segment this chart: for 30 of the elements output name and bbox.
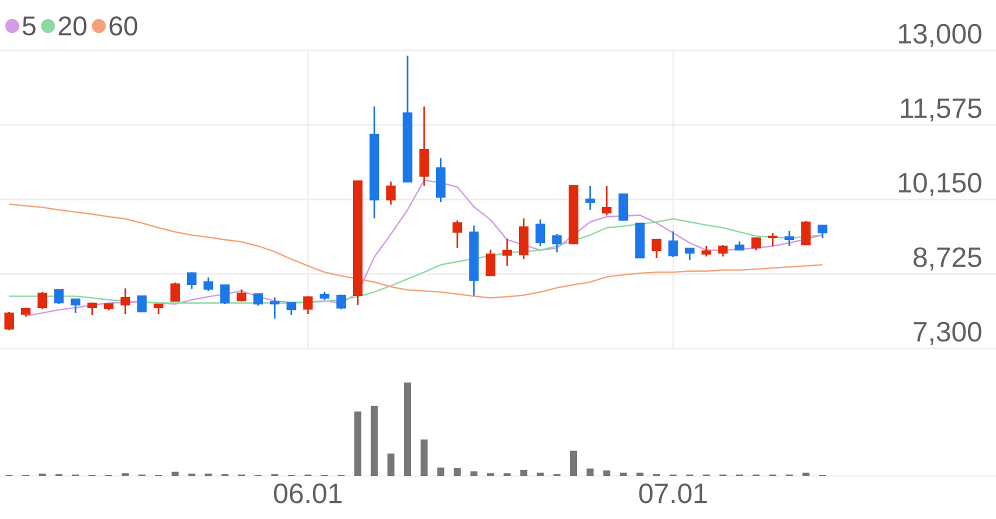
- bar: [354, 411, 362, 476]
- y-tick-label: 11,575: [901, 98, 982, 122]
- bar: [636, 472, 644, 476]
- bar: [420, 440, 428, 476]
- bar: [122, 473, 129, 476]
- y-tick-label: 10,150: [898, 172, 982, 196]
- x-tick-label: 06.01: [274, 484, 342, 504]
- y-tick-label: 8,725: [914, 247, 982, 270]
- bar: [504, 473, 511, 476]
- y-tick-label: 7,300: [914, 322, 982, 345]
- bar: [470, 471, 478, 476]
- bar: [172, 472, 179, 476]
- bar: [370, 406, 378, 476]
- legend-label: 5: [22, 16, 36, 36]
- bar: [454, 468, 461, 476]
- bar: [620, 472, 627, 476]
- bar: [487, 473, 494, 476]
- bar: [536, 472, 544, 476]
- legend-label: 20: [58, 16, 86, 36]
- legend-label: 60: [110, 16, 138, 36]
- y-tick-label: 13,000: [898, 24, 982, 47]
- bar: [404, 382, 412, 476]
- bar: [520, 470, 528, 476]
- x-tick-label: 07.01: [639, 484, 707, 504]
- bar: [603, 470, 610, 476]
- bar: [586, 468, 594, 476]
- bar: [437, 468, 444, 476]
- bar: [802, 472, 810, 476]
- bar: [387, 454, 394, 476]
- bar: [570, 450, 578, 476]
